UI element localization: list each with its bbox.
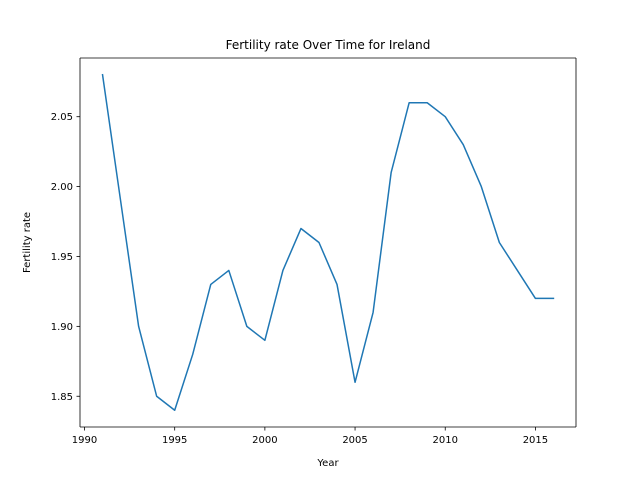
plot-area (80, 58, 576, 427)
y-axis-ticks: 1.85 1.90 1.95 2.00 2.05 (51, 112, 80, 403)
x-tick-label: 2005 (342, 435, 367, 446)
y-axis-label: Fertility rate (22, 212, 33, 273)
series-line-fertility-rate (101, 73, 555, 411)
series-lines (101, 73, 555, 411)
axes-spines (79, 57, 577, 428)
x-tick-label: 1990 (72, 435, 97, 446)
x-axis-ticks: 1990 1995 2000 2005 2010 2015 (72, 427, 548, 446)
y-tick-label: 1.85 (51, 392, 73, 403)
y-tick-label: 2.00 (51, 182, 73, 193)
x-tick-label: 2015 (523, 435, 548, 446)
x-tick-label: 2000 (252, 435, 277, 446)
x-axis-label: Year (316, 458, 339, 469)
chart-title: Fertility rate Over Time for Ireland (226, 38, 431, 52)
y-tick-label: 1.90 (51, 322, 73, 333)
x-tick-label: 2010 (433, 435, 458, 446)
y-tick-label: 1.95 (51, 252, 73, 263)
x-tick-label: 1995 (162, 435, 187, 446)
y-tick-label: 2.05 (51, 112, 73, 123)
